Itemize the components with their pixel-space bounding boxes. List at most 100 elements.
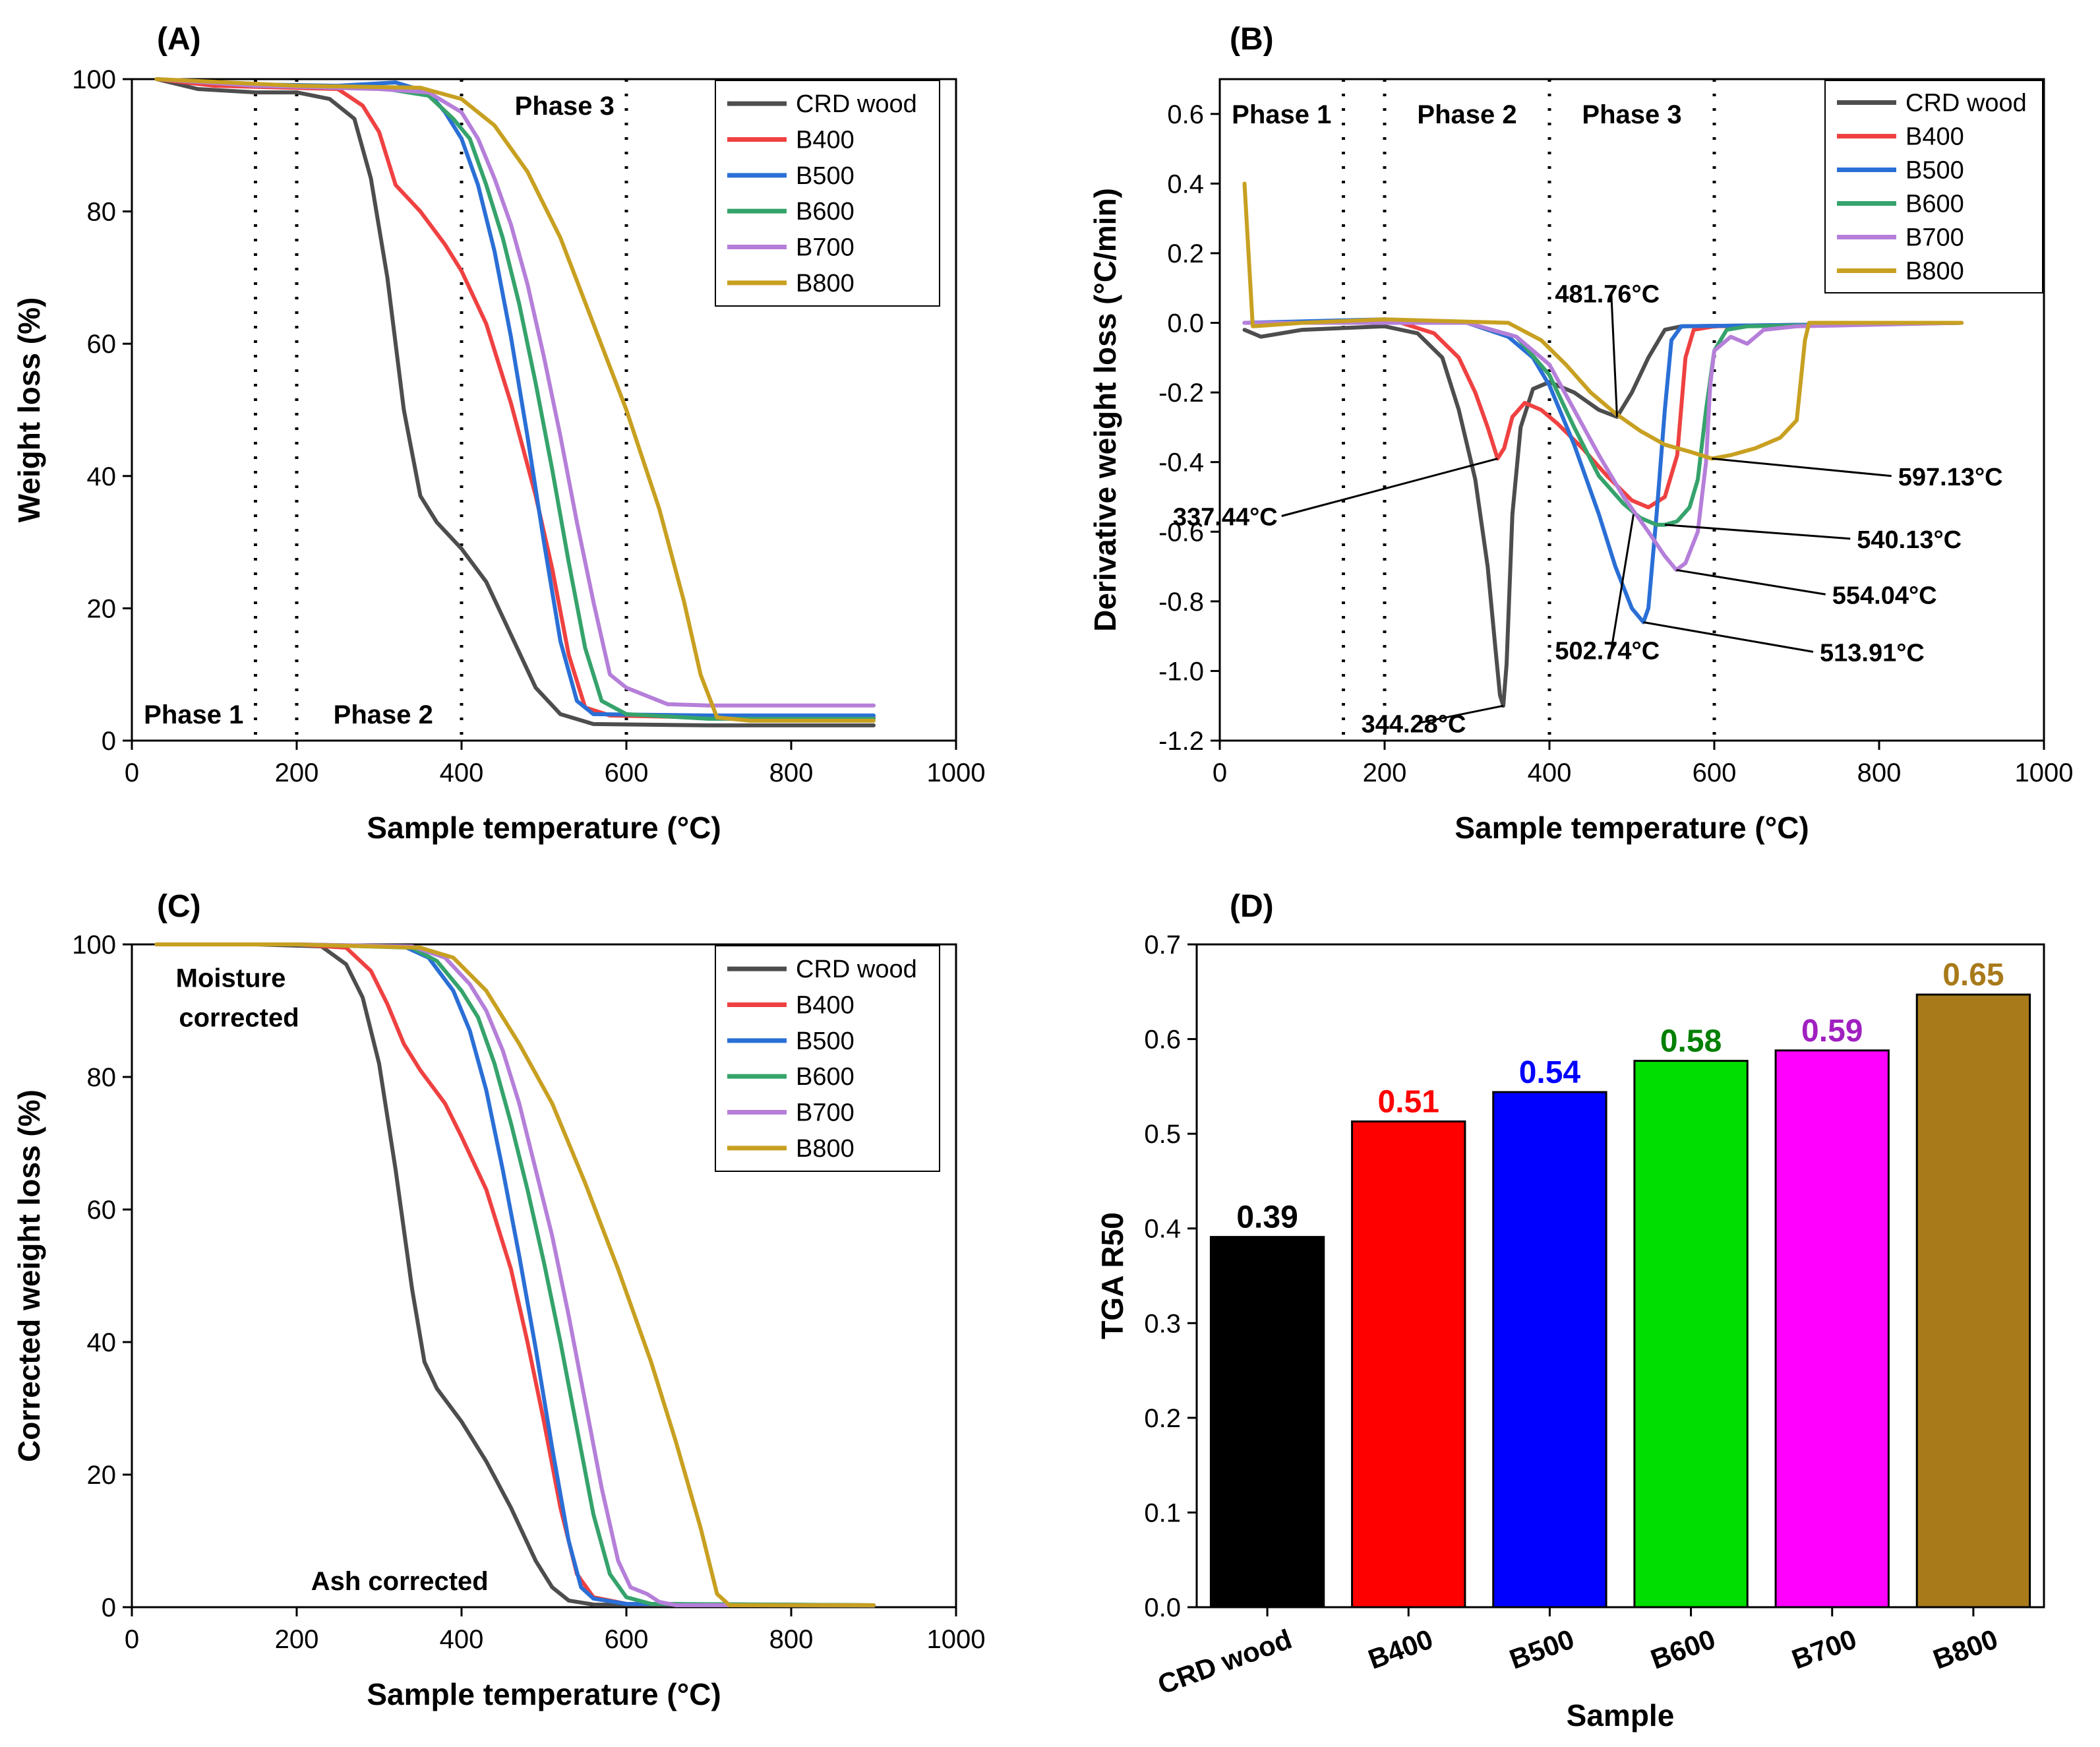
- series-line-b700: [1242, 321, 1964, 572]
- y-tick-label: 60: [87, 330, 117, 359]
- legend-box: [715, 945, 940, 1172]
- y-tick-label: 0.1: [1144, 1498, 1181, 1527]
- peak-annotation: 502.74°C: [1555, 638, 1660, 665]
- legend-entry: B400: [796, 992, 855, 1020]
- series-line-crd-wood: [154, 77, 876, 727]
- y-tick-label: 0.0: [1167, 309, 1204, 338]
- legend-entry: CRD wood: [796, 90, 917, 118]
- annotation-leader-line: [1676, 568, 1826, 596]
- panel-label: (D): [1230, 889, 1274, 924]
- y-tick-label: 0.6: [1167, 100, 1204, 129]
- bar-value-label: 0.54: [1519, 1055, 1581, 1090]
- legend-box: [1824, 80, 2043, 293]
- y-tick-label: -1.2: [1158, 727, 1204, 756]
- x-axis-title: Sample temperature (°C): [367, 811, 721, 845]
- plot-frame: [1195, 943, 2045, 1609]
- x-tick-label: 400: [440, 758, 484, 787]
- legend-entry: B800: [796, 270, 855, 297]
- series-line-b700: [154, 77, 876, 708]
- legend-entry: B500: [796, 162, 855, 190]
- x-tick-label: B700: [1787, 1623, 1860, 1675]
- plot-frame: [131, 78, 957, 742]
- peak-annotation: 540.13°C: [1857, 526, 1962, 554]
- series-line-b800: [1242, 181, 1964, 461]
- x-tick-label: 800: [769, 758, 814, 787]
- panel-label: (B): [1230, 22, 1274, 57]
- y-axis-title: Corrected weight loss (%): [12, 1089, 46, 1462]
- x-tick-label: B500: [1505, 1623, 1578, 1675]
- bar-value-label: 0.65: [1942, 958, 2004, 993]
- bar-value-label: 0.58: [1660, 1024, 1722, 1059]
- y-tick-label: 80: [87, 1063, 117, 1092]
- legend-entry: B600: [796, 198, 855, 226]
- bar-value-label: 0.51: [1378, 1084, 1439, 1119]
- panel-d: 0.0 0.1 0.2 0.3 0.4 0.5 0.6 0.7 (D) TGA R50 Sample…: [1095, 889, 2045, 1732]
- annotation-leader-line: [1610, 293, 1618, 417]
- y-tick-label: 0: [102, 727, 116, 756]
- y-axis-title: Derivative weight loss (°C/min): [1088, 188, 1122, 632]
- series-line-b600: [1242, 321, 1964, 527]
- y-tick-label: 0.2: [1144, 1404, 1181, 1433]
- y-tick-label: 0.2: [1167, 239, 1204, 268]
- y-tick-label: 80: [87, 198, 117, 227]
- peak-annotation: 513.91°C: [1820, 639, 1925, 667]
- x-tick-label: 1000: [2015, 758, 2074, 787]
- y-tick-label: 0: [102, 1593, 116, 1622]
- peak-annotation: 597.13°C: [1898, 464, 2003, 491]
- x-tick-label: 200: [275, 1625, 319, 1654]
- x-axis-title: Sample temperature (°C): [1455, 811, 1809, 845]
- peak-annotation: 554.04°C: [1832, 582, 1937, 609]
- series-line-crd-wood: [1242, 321, 1964, 708]
- y-tick-label: 0.3: [1144, 1309, 1181, 1338]
- y-tick-label: 40: [87, 462, 117, 491]
- annotation-leader-line: [1664, 524, 1851, 540]
- series-line-b700: [154, 942, 876, 1607]
- panel-c: 0 200 400 600 800 1000 0 20 40 60 80 100 (C) Sample t…: [12, 889, 985, 1711]
- plot-frame: [131, 943, 957, 1609]
- y-tick-label: 40: [87, 1328, 117, 1357]
- series-line-b800: [154, 77, 876, 723]
- annotation-leader-line: [1712, 457, 1892, 477]
- x-tick-label: 600: [1693, 758, 1737, 787]
- legend-entry: B700: [796, 1099, 855, 1127]
- phase-label: Phase 2: [1417, 100, 1516, 129]
- legend: CRD wood B400 B500 B600 B700 B800: [715, 80, 940, 307]
- y-tick-label: 0.4: [1167, 169, 1204, 199]
- series-line-b500: [154, 77, 876, 718]
- series-line-b800: [154, 942, 876, 1607]
- x-tick-label: 1000: [927, 758, 986, 787]
- y-tick-label: 60: [87, 1196, 117, 1225]
- bar-b700: [1774, 1049, 1890, 1609]
- legend-entry: CRD wood: [1905, 90, 2027, 117]
- legend-entry: B600: [1905, 191, 1964, 218]
- plot-frame: [1218, 78, 2045, 742]
- y-tick-label: 0.5: [1144, 1120, 1181, 1149]
- x-tick-label: 0: [125, 1625, 139, 1654]
- x-tick-label: B800: [1929, 1623, 2002, 1675]
- phase-label: Phase 1: [1232, 100, 1331, 129]
- bar-value-label: 0.39: [1236, 1200, 1298, 1235]
- bar-crd-wood: [1209, 1236, 1325, 1609]
- x-tick-label: 400: [440, 1625, 484, 1654]
- panel-label: (A): [157, 22, 201, 57]
- y-tick-label: 0.7: [1144, 931, 1181, 960]
- peak-annotation: 481.76°C: [1555, 281, 1660, 309]
- x-tick-label: B400: [1364, 1623, 1437, 1675]
- annotation-leader-line: [1417, 704, 1504, 725]
- legend-entry: B800: [1905, 258, 1964, 286]
- bar-b600: [1633, 1060, 1749, 1609]
- x-tick-label: 1000: [927, 1625, 986, 1654]
- x-tick-label: 800: [769, 1625, 814, 1654]
- phase-label: Phase 3: [1582, 100, 1681, 129]
- x-tick-label: B600: [1646, 1623, 1719, 1675]
- bar-b400: [1351, 1120, 1466, 1609]
- x-tick-label: 0: [1213, 758, 1227, 787]
- y-tick-label: -0.8: [1158, 588, 1204, 617]
- y-tick-label: -0.2: [1158, 379, 1204, 408]
- x-tick-label: 0: [125, 758, 139, 787]
- y-axis-title: TGA R50: [1095, 1212, 1129, 1339]
- phase-label: Phase 3: [515, 92, 615, 121]
- y-axis-title: Weight loss (%): [12, 297, 46, 523]
- legend-entry: B500: [796, 1027, 855, 1055]
- y-tick-label: 100: [72, 65, 116, 94]
